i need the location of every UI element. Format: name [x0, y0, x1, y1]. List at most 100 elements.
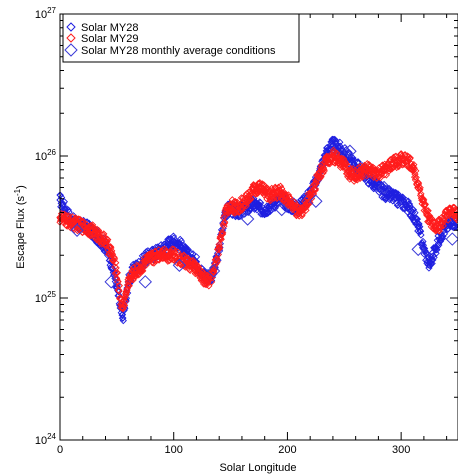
scatter-marker	[378, 193, 386, 201]
scatter-marker	[258, 180, 266, 188]
scatter-marker	[320, 167, 328, 175]
scatter-marker	[387, 156, 395, 164]
scatter-marker	[180, 251, 188, 259]
x-tick-label: 100	[165, 444, 183, 456]
scatter-marker	[171, 248, 179, 256]
y-tick-label-base: 10	[35, 435, 47, 447]
scatter-marker	[119, 316, 127, 325]
y-tick-label-exponent: 24	[47, 432, 56, 441]
y-tick-label-base: 10	[35, 293, 47, 305]
x-tick-label: 0	[57, 444, 63, 456]
scatter-marker	[395, 195, 404, 203]
scatter-marker	[409, 206, 418, 214]
scatter-marker	[110, 253, 118, 261]
scatter-marker	[356, 174, 364, 183]
scatter-marker	[415, 220, 423, 228]
scatter-marker	[400, 160, 408, 169]
scatter-marker	[336, 142, 344, 150]
y-tick-label-exponent: 26	[47, 148, 56, 157]
scatter-marker	[311, 185, 320, 193]
scatter-marker	[121, 297, 129, 305]
scatter-marker	[363, 160, 371, 168]
scatter-marker	[395, 162, 403, 171]
y-tick-label-base: 10	[35, 9, 47, 21]
scatter-marker	[306, 199, 314, 207]
scatter-marker	[132, 259, 140, 267]
scatter-marker	[410, 160, 418, 169]
scatter-marker	[125, 282, 133, 290]
scatter-marker	[153, 256, 161, 265]
scatter-marker	[170, 245, 178, 253]
monthly-average-point	[411, 242, 425, 257]
scatter-marker	[256, 199, 265, 207]
scatter-marker	[405, 200, 414, 208]
scatter-marker	[171, 239, 180, 247]
scatter-marker	[182, 246, 191, 254]
y-axis-title-text: Escape Flux (s	[15, 196, 27, 269]
monthly-average-point	[377, 180, 391, 195]
scatter-marker	[217, 235, 225, 244]
y-tick-label-exponent: 27	[47, 6, 56, 15]
scatter-marker	[212, 259, 220, 268]
scatter-marker	[416, 227, 425, 236]
legend-marker-monthly-average	[64, 43, 78, 57]
scatter-marker	[389, 197, 397, 205]
series-layer	[56, 135, 458, 325]
scatter-marker	[215, 240, 223, 249]
scatter-marker	[298, 210, 307, 218]
scatter-marker	[246, 195, 254, 203]
scatter-marker	[428, 259, 436, 268]
scatter-marker	[113, 269, 121, 277]
scatter-marker	[389, 153, 398, 162]
scatter-marker	[221, 218, 229, 226]
scatter-marker	[295, 212, 303, 220]
scatter-marker	[302, 206, 310, 214]
y-axis-title: Escape Flux (s-1)	[13, 185, 27, 269]
x-tick-label: 300	[392, 444, 410, 456]
scatter-marker	[429, 252, 437, 260]
scatter-marker	[60, 198, 69, 206]
scatter-marker	[110, 255, 119, 263]
legend-box	[62, 13, 300, 63]
scatter-marker	[244, 197, 252, 205]
legend-item-monthly-average: Solar MY28 monthly average conditions	[64, 43, 276, 57]
scatter-marker	[192, 253, 201, 261]
scatter-marker	[359, 170, 367, 179]
y-tick-label: 1025	[35, 290, 57, 305]
scatter-marker	[422, 256, 430, 264]
scatter-marker	[270, 194, 278, 202]
scatter-marker	[424, 207, 432, 215]
scatter-marker	[165, 256, 174, 265]
scatter-marker	[410, 173, 419, 181]
legend-label-my28: Solar MY28	[81, 22, 138, 34]
scatter-marker	[440, 230, 449, 238]
scatter-marker	[416, 184, 424, 192]
scatter-marker	[377, 170, 385, 179]
scatter-marker	[205, 282, 213, 290]
scatter-marker	[429, 256, 437, 264]
scatter-marker	[94, 226, 103, 235]
legend-item-my29: Solar MY29	[66, 33, 138, 45]
scatter-marker	[375, 173, 383, 181]
scatter-marker	[115, 287, 123, 295]
scatter-marker	[450, 203, 458, 212]
scatter-marker	[320, 165, 328, 173]
scatter-marker	[333, 149, 341, 157]
x-axis-title: Solar Longitude	[219, 462, 296, 474]
scatter-marker	[380, 171, 389, 179]
scatter-marker	[236, 212, 244, 221]
scatter-marker	[196, 266, 205, 275]
monthly-average-point	[70, 223, 84, 237]
scatter-marker	[439, 232, 447, 240]
scatter-marker	[319, 164, 328, 172]
scatter-marker	[453, 216, 458, 224]
scatter-marker	[167, 234, 175, 243]
y-axis-title-close: )	[15, 185, 27, 189]
scatter-marker	[77, 217, 86, 225]
y-tick-label-exponent: 25	[47, 290, 56, 299]
scatter-marker	[329, 158, 337, 166]
scatter-marker	[189, 256, 197, 264]
scatter-marker	[104, 235, 112, 244]
monthly-average-point	[445, 232, 458, 246]
scatter-marker	[215, 244, 224, 253]
